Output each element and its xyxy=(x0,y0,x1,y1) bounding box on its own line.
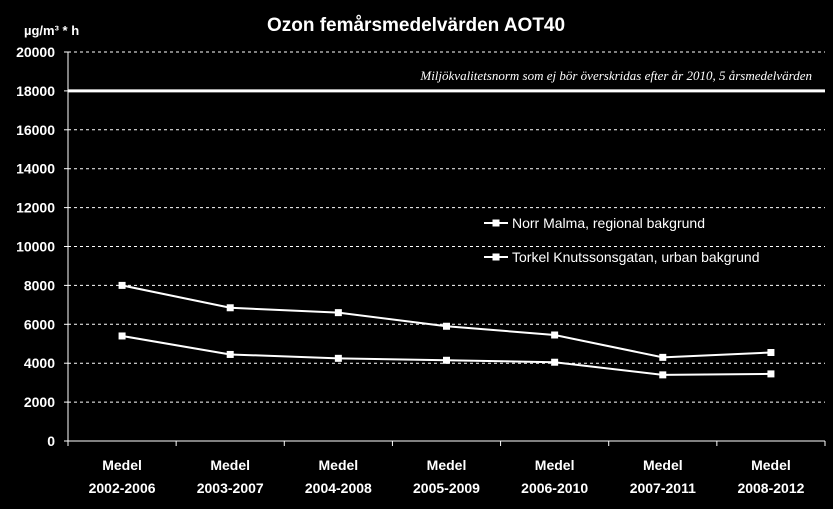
y-tick-label: 18000 xyxy=(16,83,55,99)
y-tick-label: 12000 xyxy=(16,200,55,216)
x-tick-label: Medel xyxy=(427,457,467,473)
y-tick-label: 8000 xyxy=(24,277,55,293)
y-tick-label: 0 xyxy=(47,433,55,449)
x-tick-label: Medel xyxy=(319,457,359,473)
y-tick-label: 16000 xyxy=(16,122,55,138)
x-tick-label: 2005-2009 xyxy=(413,480,480,496)
data-point xyxy=(334,354,342,362)
data-point xyxy=(443,356,450,364)
y-tick-label: 10000 xyxy=(16,239,55,255)
y-tick-label: 6000 xyxy=(24,316,55,332)
x-tick-label: Medel xyxy=(210,457,250,473)
data-point xyxy=(226,350,234,358)
data-point xyxy=(659,353,667,361)
data-point xyxy=(118,332,126,340)
y-tick-label: 2000 xyxy=(24,394,55,410)
data-point xyxy=(659,371,667,379)
data-point xyxy=(767,370,775,378)
chart-title: Ozon femårsmedelvärden AOT40 xyxy=(267,15,565,36)
data-point xyxy=(118,281,126,289)
x-tick-label: 2006-2010 xyxy=(521,480,588,496)
x-tick-label: Medel xyxy=(643,457,683,473)
reference-line-label: Miljökvalitetsnorm som ej bör överskrida… xyxy=(419,68,812,83)
x-tick-label: 2004-2008 xyxy=(305,480,372,496)
x-tick-label: Medel xyxy=(102,457,142,473)
x-tick-label: 2003-2007 xyxy=(197,480,264,496)
data-point xyxy=(551,331,559,339)
y-tick-label: 4000 xyxy=(24,355,55,371)
y-tick-label: 20000 xyxy=(16,44,55,60)
y-tick-label: 14000 xyxy=(16,161,55,177)
series-line-2 xyxy=(121,334,771,376)
series-line-1 xyxy=(121,284,771,359)
legend-marker-1 xyxy=(492,219,500,227)
y-axis-label: µg/m³ * h xyxy=(24,23,79,38)
x-tick-label: Medel xyxy=(535,457,575,473)
data-point xyxy=(226,304,234,312)
data-point xyxy=(767,349,775,357)
x-tick-label: 2007-2011 xyxy=(630,480,696,496)
legend-marker-2 xyxy=(492,253,500,261)
data-point xyxy=(443,322,450,330)
legend-label-2: Torkel Knutssonsgatan, urban bakgrund xyxy=(512,249,760,265)
legend-label-1: Norr Malma, regional bakgrund xyxy=(512,215,705,231)
data-point xyxy=(551,358,559,366)
x-tick-label: 2008-2012 xyxy=(737,480,804,496)
x-tick-label: Medel xyxy=(751,457,791,473)
data-point xyxy=(334,309,342,317)
x-tick-label: 2002-2006 xyxy=(89,480,156,496)
